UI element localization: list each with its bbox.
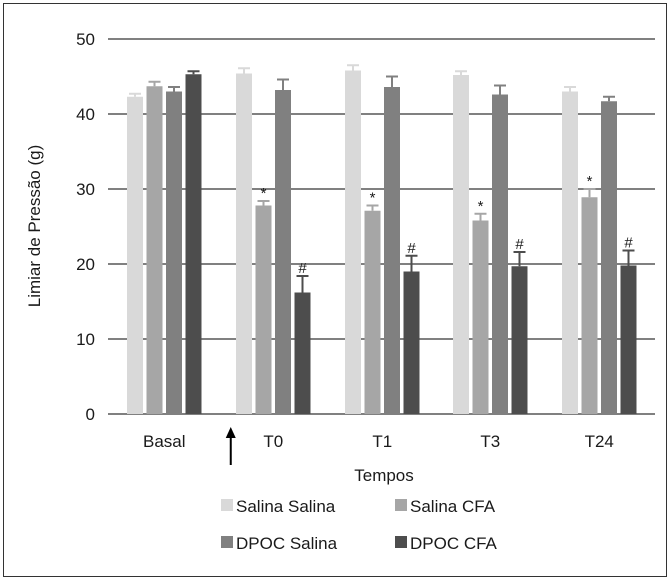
bar-basal-series-2 xyxy=(166,91,182,414)
legend: Salina Salina Salina CFA DPOC Salina DPOC C… xyxy=(221,497,498,553)
legend-label: Salina Salina xyxy=(236,497,336,516)
legend-swatch xyxy=(221,499,233,511)
tick-labels: 0 10 20 30 40 50 Basal T0 T1 T3 T24 xyxy=(76,30,614,465)
legend-swatch xyxy=(221,536,233,548)
legend-swatch xyxy=(395,499,407,511)
x-tick-label: T3 xyxy=(480,432,500,451)
bar-t3-series-3 xyxy=(511,266,528,414)
x-tick-label: T0 xyxy=(263,432,283,451)
y-tick-label: 10 xyxy=(76,330,95,349)
significance-marker: * xyxy=(261,185,267,202)
bar-t0-series-1 xyxy=(255,205,272,414)
significance-marker: # xyxy=(624,235,633,252)
bar-t24-series-3 xyxy=(620,265,637,414)
y-tick-label: 20 xyxy=(76,255,95,274)
significance-marker: # xyxy=(407,240,416,257)
bar-t3-series-2 xyxy=(492,94,508,414)
significance-marker: # xyxy=(515,236,524,253)
y-tick-label: 50 xyxy=(76,30,95,49)
chart-frame xyxy=(3,3,667,577)
significance-marker: # xyxy=(298,260,307,277)
y-axis-label: Limiar de Pressão (g) xyxy=(25,145,44,308)
bar-t1-series-2 xyxy=(384,87,400,414)
legend-label: Salina CFA xyxy=(410,497,496,516)
bar-t0-series-3 xyxy=(294,292,311,414)
legend-item: Salina CFA xyxy=(395,497,496,516)
legend-item: DPOC Salina xyxy=(221,534,338,553)
x-tick-label: T1 xyxy=(372,432,392,451)
legend-label: DPOC CFA xyxy=(410,534,498,553)
bar-t1-series-0 xyxy=(345,70,361,414)
legend-label: DPOC Salina xyxy=(236,534,338,553)
bar-t1-series-3 xyxy=(403,271,420,414)
x-axis-label: Tempos xyxy=(354,466,414,485)
x-tick-label: T24 xyxy=(585,432,614,451)
y-tick-label: 30 xyxy=(76,180,95,199)
arrow-annotation xyxy=(225,427,236,465)
bars: * # * # * # * # xyxy=(127,64,637,414)
bar-t24-series-0 xyxy=(562,91,578,414)
significance-marker: * xyxy=(587,173,593,190)
legend-item: DPOC CFA xyxy=(395,534,498,553)
x-tick-label: Basal xyxy=(143,432,186,451)
bar-t0-series-2 xyxy=(275,90,291,414)
significance-marker: * xyxy=(478,198,484,215)
y-tick-label: 40 xyxy=(76,105,95,124)
bar-basal-series-3 xyxy=(185,74,202,414)
bar-t0-series-0 xyxy=(236,73,252,414)
bar-basal-series-1 xyxy=(146,86,163,414)
legend-item: Salina Salina xyxy=(221,497,336,516)
bar-t3-series-1 xyxy=(472,220,489,414)
legend-swatch xyxy=(395,536,407,548)
y-tick-label: 0 xyxy=(86,405,95,424)
bar-t24-series-2 xyxy=(601,101,617,414)
bar-t1-series-1 xyxy=(364,210,381,414)
bar-t24-series-1 xyxy=(581,197,598,414)
bar-basal-series-0 xyxy=(127,96,143,414)
bar-t3-series-0 xyxy=(453,75,469,414)
significance-marker: * xyxy=(370,190,376,207)
